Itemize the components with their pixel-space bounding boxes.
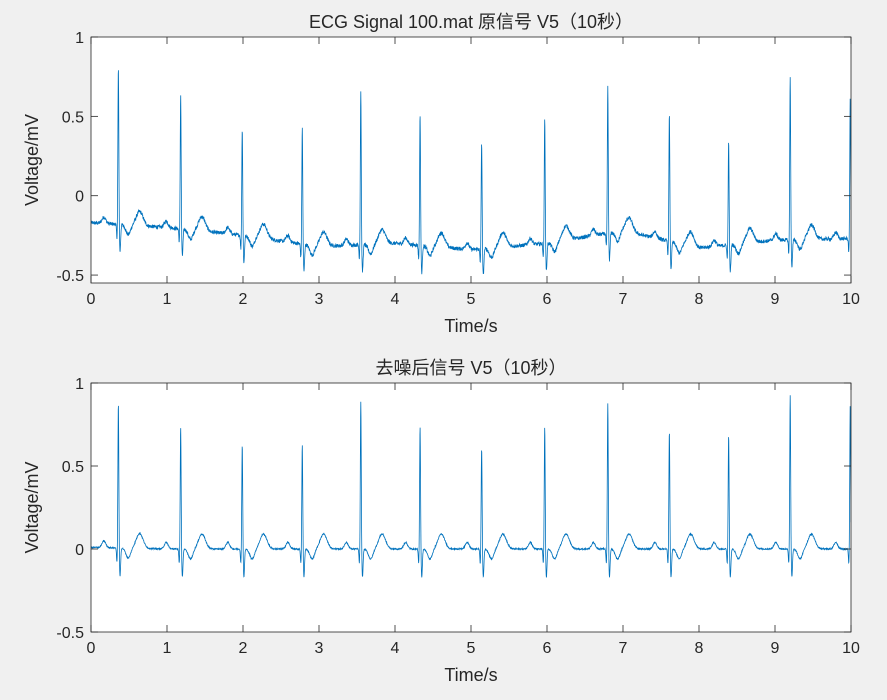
x-tick-label: 8 xyxy=(695,291,704,308)
x-tick-label: 5 xyxy=(467,640,476,657)
y-tick-label: 1 xyxy=(75,376,84,393)
signal-line xyxy=(91,395,851,578)
y-tick-label: -0.5 xyxy=(56,625,84,642)
y-tick-label: 0 xyxy=(75,542,84,559)
y-tick-label: 0 xyxy=(75,189,84,206)
y-tick-label: 1 xyxy=(75,30,84,47)
x-tick-label: 10 xyxy=(842,640,860,657)
x-tick-label: 1 xyxy=(163,291,172,308)
y-tick-label: 0.5 xyxy=(62,459,84,476)
x-tick-label: 2 xyxy=(239,291,248,308)
plot-area xyxy=(91,37,851,283)
x-tick-label: 9 xyxy=(771,291,780,308)
x-tick-label: 7 xyxy=(619,640,628,657)
x-tick-label: 7 xyxy=(619,291,628,308)
chart-title: 去噪后信号 V5（10秒） xyxy=(375,358,566,378)
x-tick-label: 3 xyxy=(315,640,324,657)
x-tick-label: 0 xyxy=(87,291,96,308)
x-tick-label: 8 xyxy=(695,640,704,657)
x-tick-label: 6 xyxy=(543,291,552,308)
y-tick-label: 0.5 xyxy=(62,109,84,126)
x-tick-label: 9 xyxy=(771,640,780,657)
plot-area xyxy=(91,383,851,632)
x-tick-label: 5 xyxy=(467,291,476,308)
x-tick-label: 10 xyxy=(842,291,860,308)
x-tick-label: 2 xyxy=(239,640,248,657)
x-tick-label: 1 xyxy=(163,640,172,657)
x-tick-label: 3 xyxy=(315,291,324,308)
x-tick-label: 0 xyxy=(87,640,96,657)
x-axis-label: Time/s xyxy=(444,665,497,685)
signal-line xyxy=(91,70,851,275)
y-tick-label: -0.5 xyxy=(56,268,84,285)
x-tick-label: 4 xyxy=(391,291,400,308)
x-axis-label: Time/s xyxy=(444,316,497,336)
y-axis-label: Voltage/mV xyxy=(22,114,42,206)
y-axis-label: Voltage/mV xyxy=(22,461,42,553)
x-tick-label: 6 xyxy=(543,640,552,657)
x-tick-label: 4 xyxy=(391,640,400,657)
chart-title: ECG Signal 100.mat 原信号 V5（10秒） xyxy=(309,12,633,32)
